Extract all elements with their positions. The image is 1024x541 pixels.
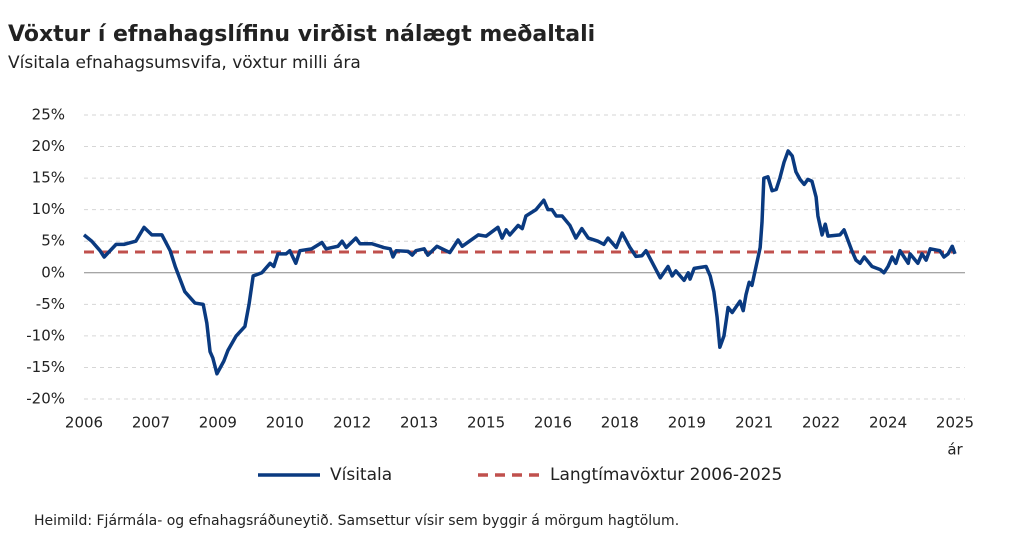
x-axis-label: ár: [947, 441, 963, 459]
y-tick-label: -15%: [26, 358, 65, 376]
y-tick-label: -20%: [26, 390, 65, 408]
y-tick-label: 5%: [41, 232, 65, 250]
x-tick-label: 2025: [936, 414, 974, 432]
y-tick-label: 10%: [32, 200, 65, 218]
y-tick-label: 25%: [32, 106, 65, 124]
x-tick-label: 2013: [400, 414, 438, 432]
y-tick-label: 0%: [41, 263, 65, 281]
y-tick-label: 20%: [32, 137, 65, 155]
chart-title: Vöxtur í efnahagslífinu virðist nálægt m…: [8, 22, 595, 47]
x-tick-label: 2006: [65, 414, 103, 432]
x-tick-label: 2019: [668, 414, 706, 432]
y-tick-label: -5%: [36, 295, 65, 313]
chart-subtitle: Vísitala efnahagsumsvifa, vöxtur milli á…: [8, 53, 361, 73]
x-tick-label: 2015: [467, 414, 505, 432]
x-tick-label: 2016: [534, 414, 572, 432]
x-tick-label: 2024: [869, 414, 907, 432]
x-tick-label: 2007: [132, 414, 170, 432]
x-tick-label: 2010: [266, 414, 304, 432]
legend-label: Langtímavöxtur 2006-2025: [550, 465, 782, 485]
x-tick-label: 2018: [601, 414, 639, 432]
x-tick-label: 2009: [199, 414, 237, 432]
x-tick-label: 2012: [333, 414, 371, 432]
x-tick-label: 2022: [802, 414, 840, 432]
source-note: Heimild: Fjármála- og efnahagsráðuneytið…: [34, 513, 679, 529]
series-line: [82, 149, 957, 376]
legend-label: Vísitala: [330, 465, 392, 485]
y-tick-label: -10%: [26, 326, 65, 344]
y-tick-label: 15%: [32, 169, 65, 187]
x-tick-label: 2021: [735, 414, 773, 432]
